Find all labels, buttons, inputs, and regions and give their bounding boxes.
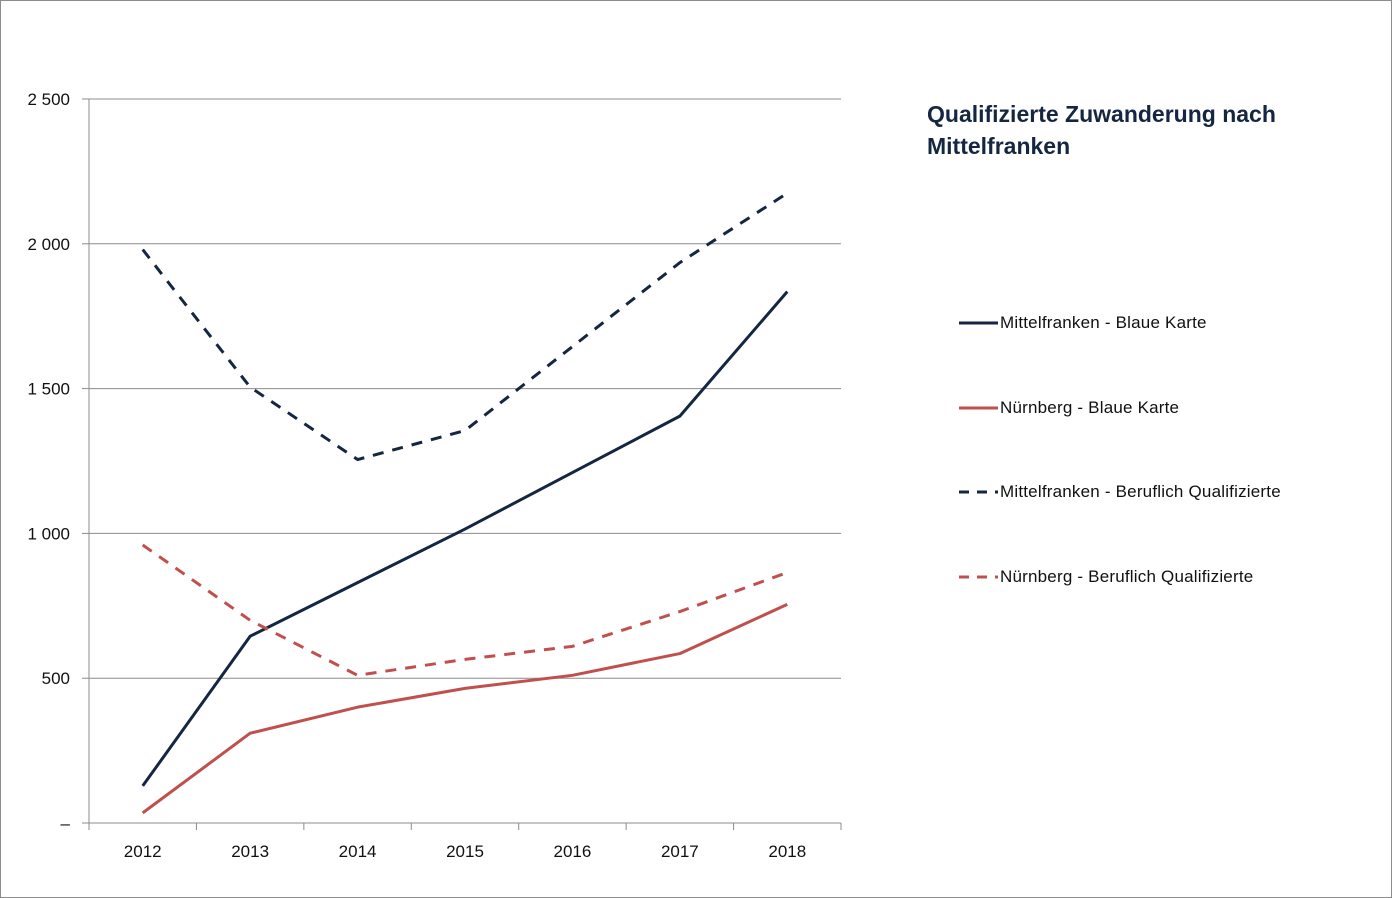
y-tick-label: 2 500 [27,90,70,109]
gridlines [89,98,841,679]
legend-label: Nürnberg - Beruflich Qualifizierte [1000,567,1254,586]
x-tick-label: 2014 [339,842,377,861]
x-tick-label: 2017 [661,842,699,861]
series-line-mittelfranken-blaue-karte [141,290,789,787]
legend-swatch-dashed-red [959,575,998,579]
series-line-nürnberg-beruflich-qualifizierte [141,543,788,677]
x-tick-label: 2018 [768,842,806,861]
x-tick-label: 2012 [124,842,162,861]
x-tick-label: 2016 [554,842,592,861]
y-tick-label: 1 500 [27,380,70,399]
legend-label: Nürnberg - Blaue Karte [1000,398,1180,417]
axes [82,99,841,830]
legend-swatch-solid-navy [959,321,998,325]
legend-label: Mittelfranken - Blaue Karte [1000,313,1207,332]
legend-swatch-solid-red [959,406,998,410]
x-tick-label: 2013 [231,842,269,861]
series-line-nürnberg-blaue-karte [141,602,788,815]
series-lines [141,191,789,815]
y-tick-label: 2 000 [27,235,70,254]
chart-title: Qualifizierte Zuwanderung nach Mittelfra… [927,98,1327,162]
x-tick-label: 2015 [446,842,484,861]
legend-label: Mittelfranken - Beruflich Qualifizierte [1000,482,1281,501]
chart-title-line-1: Qualifizierte Zuwanderung nach [927,101,1276,127]
y-tick-label: 1 000 [27,524,70,543]
legend-item-nuernberg-beruflich: Nürnberg - Beruflich Qualifizierte [958,565,1253,589]
series-line-mittelfranken-beruflich-qualifizierte [141,191,789,462]
legend-item-mittelfranken-blaue-karte: Mittelfranken - Blaue Karte [958,311,1207,335]
y-tick-label: 500 [42,669,70,688]
legend-item-mittelfranken-beruflich: Mittelfranken - Beruflich Qualifizierte [958,480,1281,504]
y-tick-label: – [61,814,71,833]
chart-title-line-2: Mittelfranken [927,133,1071,159]
legend-item-nuernberg-blaue-karte: Nürnberg - Blaue Karte [958,396,1179,420]
legend-swatch-dashed-navy [959,490,998,494]
x-axis-ticks: 2012 2013 2014 2015 2016 2017 2018 [88,823,842,861]
y-axis-ticks: – 500 1 000 1 500 2 000 2 500 [27,90,89,833]
